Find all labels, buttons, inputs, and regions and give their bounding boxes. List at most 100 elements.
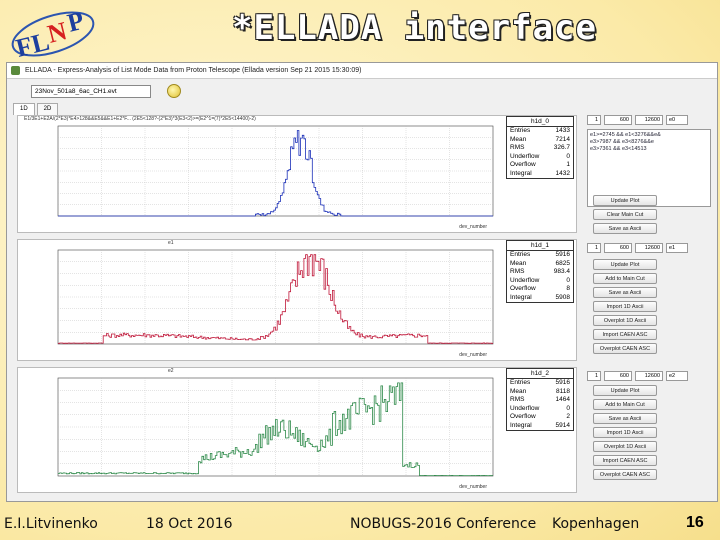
stats-value: 8 <box>566 285 570 292</box>
import-caen-asc-button[interactable]: Import CAEN ASC <box>593 455 657 466</box>
tab-1d[interactable]: 1D <box>13 103 35 115</box>
min-spinner[interactable]: 600 <box>604 371 632 381</box>
x-axis-label: dev_number <box>459 484 487 490</box>
stats-key: Mean <box>510 387 527 395</box>
variable-select[interactable]: e2 <box>666 371 688 381</box>
save-ascii-button[interactable]: Save as Ascii <box>593 413 657 424</box>
slide-title: *ELLADA interface <box>232 8 597 48</box>
stats-key: Overflow <box>510 285 536 292</box>
stats-row: Overflow 1 <box>507 161 573 170</box>
footer-city: Kopenhagen <box>552 516 640 532</box>
min-spinner[interactable]: 600 <box>604 243 632 253</box>
stats-row: Integral 5914 <box>507 422 573 431</box>
histogram-plot-1[interactable]: dev_number <box>18 240 578 362</box>
stats-row: Underflow 0 <box>507 277 573 286</box>
stats-value: 326.7 <box>553 144 570 151</box>
file-path-input[interactable]: 23Nov_501a8_6ac_CH1.evt <box>31 85 151 98</box>
tab-2d[interactable]: 2D <box>36 103 59 115</box>
stats-value: 1464 <box>555 396 570 403</box>
stats-value: 1433 <box>555 127 570 134</box>
histogram-plot-2[interactable]: dev_number <box>18 368 578 494</box>
update-plot-button[interactable]: Update Plot <box>593 385 657 396</box>
cut-list[interactable]: e1>=2745 && e1<3276&&e& e3>7987 && e3<82… <box>587 129 711 207</box>
update-plot-button[interactable]: Update Plot <box>593 259 657 270</box>
stats-row: Integral 1432 <box>507 170 573 179</box>
view-tabs: 1D 2D <box>13 103 59 115</box>
stats-key: RMS <box>510 268 525 275</box>
stats-box-2: h1d_2 Entries 5916 Mean 8118 RMS 1464 Underflo… <box>506 368 574 431</box>
stats-row: RMS 326.7 <box>507 144 573 153</box>
stats-key: Entries <box>510 251 531 258</box>
range-controls-0: 1 600 12600 e0 <box>587 115 688 125</box>
histogram-panel-0[interactable]: E1/3E1+E2A/(2*E3)*E4>128&&E5&&E1+E2*F...… <box>17 115 577 233</box>
histogram-name: h1d_0 <box>507 117 573 127</box>
app-icon <box>11 66 20 75</box>
stats-key: RMS <box>510 144 525 151</box>
stats-row: Entries 5916 <box>507 251 573 260</box>
add-main-cut-button[interactable]: Add to Main Cut <box>593 399 657 410</box>
stats-value: 1432 <box>555 169 570 177</box>
stats-box-1: h1d_1 Entries 5916 Mean 6825 RMS 983.4 Underfl… <box>506 240 574 303</box>
open-file-icon[interactable] <box>167 84 181 98</box>
stats-row: Entries 5916 <box>507 379 573 388</box>
cut-list-item[interactable]: e3>7987 && e3<8276&&e <box>590 139 654 145</box>
flnp-logo: FL N P <box>11 6 95 58</box>
overplot-1d-ascii-button[interactable]: Overplot 1D Ascii <box>593 315 657 326</box>
overplot-caen-asc-button[interactable]: Overplot CAEN ASC <box>593 469 657 480</box>
stats-value: 0 <box>566 152 570 160</box>
max-spinner[interactable]: 12600 <box>635 371 663 381</box>
import-caen-asc-button[interactable]: Import CAEN ASC <box>593 329 657 340</box>
stats-key: Overflow <box>510 413 536 420</box>
bins-spinner[interactable]: 1 <box>587 243 601 253</box>
stats-value: 7214 <box>555 135 570 143</box>
stats-row: Mean 8118 <box>507 388 573 397</box>
cut-list-item[interactable]: e3>7361 && e3<14513 <box>590 146 647 152</box>
overplot-caen-asc-button[interactable]: Overplot CAEN ASC <box>593 343 657 354</box>
cut-list-item[interactable]: e1>=2745 && e1<3276&&e& <box>590 132 661 138</box>
footer-author: E.I.Litvinenko <box>4 516 98 532</box>
import-1d-ascii-button[interactable]: Import 1D Ascii <box>593 427 657 438</box>
histogram-panel-2[interactable]: e2 dev_number h1d_2 Entries 5916 Mean 8118 R… <box>17 367 577 493</box>
stats-key: Underflow <box>510 152 540 160</box>
cut-formula: e1 <box>168 240 174 246</box>
stats-row: Overflow 8 <box>507 285 573 294</box>
variable-select[interactable]: e1 <box>666 243 688 253</box>
update-plot-button[interactable]: Update Plot <box>593 195 657 206</box>
stats-key: Entries <box>510 379 531 386</box>
save-ascii-button[interactable]: Save as Ascii <box>593 287 657 298</box>
stats-value: 0 <box>566 404 570 412</box>
stats-value: 5914 <box>555 421 570 429</box>
histogram-trace <box>58 382 493 476</box>
stats-key: RMS <box>510 396 525 403</box>
histogram-plot-0[interactable]: dev_number <box>18 116 578 234</box>
bins-spinner[interactable]: 1 <box>587 371 601 381</box>
stats-row: Mean 6825 <box>507 260 573 269</box>
save-ascii-button[interactable]: Save as Ascii <box>593 223 657 234</box>
stats-key: Integral <box>510 169 532 177</box>
stats-value: 5916 <box>555 251 570 258</box>
stats-row: Mean 7214 <box>507 136 573 145</box>
stats-value: 2 <box>566 413 570 420</box>
max-spinner[interactable]: 12600 <box>635 243 663 253</box>
window-titlebar: ELLADA - Express-Analysis of List Mode D… <box>7 63 717 79</box>
min-spinner[interactable]: 600 <box>604 115 632 125</box>
clear-main-cut-button[interactable]: Clear Main Cut <box>593 209 657 220</box>
bins-spinner[interactable]: 1 <box>587 115 601 125</box>
stats-value: 983.4 <box>553 268 570 275</box>
footer-date: 18 Oct 2016 <box>146 516 233 532</box>
stats-row: RMS 1464 <box>507 396 573 405</box>
add-main-cut-button[interactable]: Add to Main Cut <box>593 273 657 284</box>
overplot-1d-ascii-button[interactable]: Overplot 1D Ascii <box>593 441 657 452</box>
stats-key: Mean <box>510 259 527 267</box>
stats-key: Overflow <box>510 161 536 168</box>
import-1d-ascii-button[interactable]: Import 1D Ascii <box>593 301 657 312</box>
variable-select[interactable]: e0 <box>666 115 688 125</box>
stats-row: Integral 5908 <box>507 294 573 303</box>
max-spinner[interactable]: 12600 <box>635 115 663 125</box>
stats-value: 8118 <box>556 387 570 395</box>
stats-value: 6825 <box>555 259 570 267</box>
cut-formula: E1/3E1+E2A/(2*E3)*E4>128&&E5&&E1+E2*F...… <box>24 116 256 122</box>
histogram-panel-1[interactable]: e1 dev_number h1d_1 Entries 5916 Mean 6825 R… <box>17 239 577 361</box>
stats-key: Underflow <box>510 404 540 412</box>
x-axis-label: dev_number <box>459 224 487 230</box>
